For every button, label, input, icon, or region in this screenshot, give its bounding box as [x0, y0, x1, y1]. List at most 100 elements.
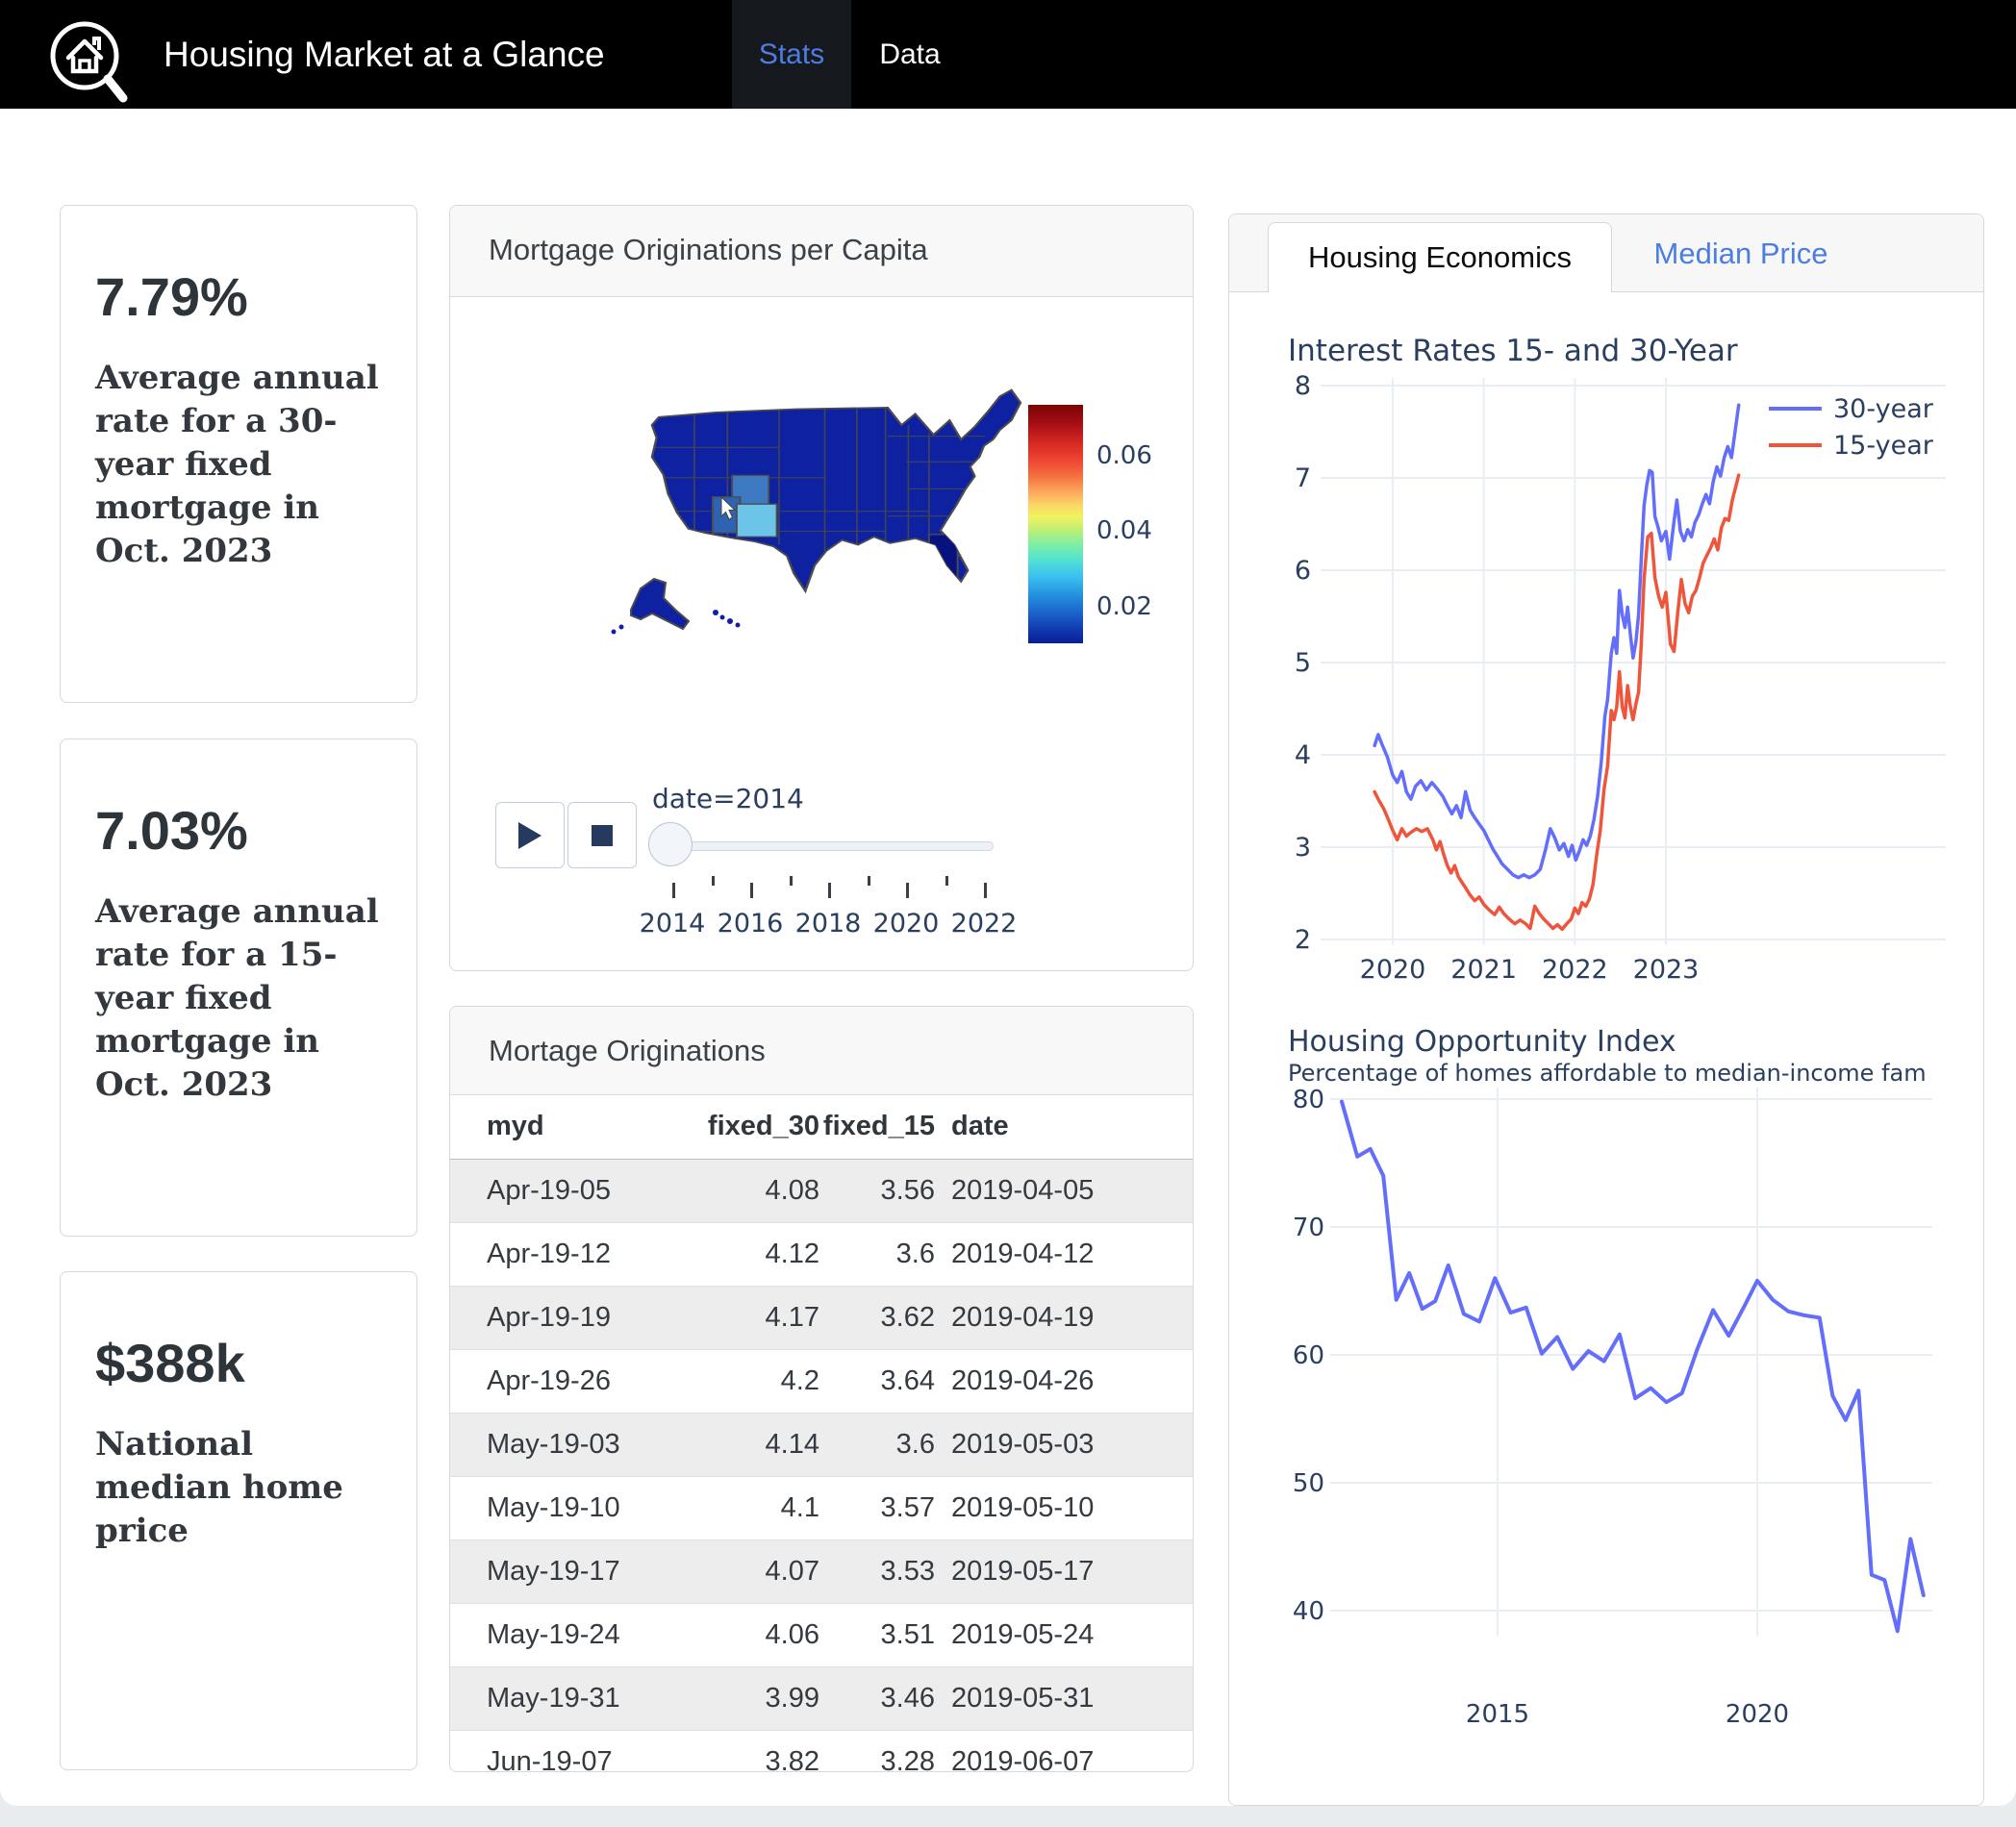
table-card-title: Mortage Originations	[489, 1034, 766, 1067]
svg-text:2: 2	[1295, 925, 1311, 955]
mortgage-originations-table: myd fixed_30 fixed_15 date Apr-19-05 4.08 3.5…	[450, 1095, 1193, 1772]
table-cell: 3.53	[880, 1555, 935, 1587]
svg-text:7: 7	[1295, 463, 1311, 493]
year-slider-handle[interactable]	[648, 822, 693, 866]
svg-text:50: 50	[1293, 1469, 1324, 1498]
map-card-header: Mortgage Originations per Capita	[450, 206, 1193, 297]
table-cell: 3.82	[765, 1745, 819, 1772]
svg-text:6: 6	[1295, 556, 1311, 586]
svg-text:15-year: 15-year	[1833, 431, 1934, 461]
svg-text:2020: 2020	[1360, 955, 1426, 985]
table-cell: 3.6	[895, 1428, 935, 1460]
column-header: fixed_30	[707, 1111, 819, 1142]
table-cell: Apr-19-19	[487, 1301, 611, 1333]
slider-tick-mark	[750, 883, 753, 898]
alaska[interactable]	[611, 577, 691, 635]
navbar: Housing Market at a Glance Stats Data	[0, 0, 2016, 109]
svg-text:2015: 2015	[1466, 1700, 1529, 1729]
table-cell: 2019-05-31	[951, 1682, 1095, 1714]
svg-text:4: 4	[1295, 740, 1311, 770]
svg-text:60: 60	[1293, 1341, 1324, 1370]
slider-tick-mark	[906, 883, 909, 898]
table-cell: 4.17	[765, 1301, 819, 1333]
table-cell: 4.14	[765, 1428, 819, 1460]
hawaii[interactable]	[713, 610, 741, 628]
table-cell: 3.51	[880, 1618, 935, 1650]
table-cell: 3.64	[880, 1364, 935, 1396]
colorbar	[1028, 405, 1083, 643]
table-card-header: Mortage Originations	[450, 1007, 1193, 1095]
nav-tab-data[interactable]: Data	[879, 38, 941, 70]
housing-opportunity-index-chart[interactable]: 40 50 60 70 80 2015 2020 Housing Opportunity In…	[1282, 1020, 1970, 1751]
svg-text:Housing Opportunity Index: Housing Opportunity Index	[1288, 1025, 1676, 1059]
table-row: May-19-17 4.07 3.53 2019-05-17	[450, 1539, 1193, 1603]
slider-value-label: date=2014	[652, 783, 804, 814]
table-row: Apr-19-05 4.08 3.56 2019-04-05	[450, 1159, 1193, 1222]
stat-value: 7.79%	[95, 266, 248, 327]
table-cell: 4.06	[765, 1618, 819, 1650]
us-states-base	[650, 388, 1022, 594]
table-cell: Apr-19-12	[487, 1238, 611, 1269]
slider-tick-mark	[945, 876, 948, 886]
nav-tab-stats[interactable]: Stats	[732, 0, 851, 109]
year-slider-track[interactable]	[665, 841, 994, 851]
state-colorado[interactable]	[735, 503, 778, 538]
play-button[interactable]	[495, 802, 565, 868]
table-cell: 2019-04-19	[951, 1301, 1095, 1333]
stat-value: $388k	[95, 1333, 245, 1393]
table-cell: 2019-05-17	[951, 1555, 1095, 1587]
svg-text:3: 3	[1295, 833, 1311, 863]
table-cell: 2019-05-24	[951, 1618, 1095, 1650]
table-cell: Jun-19-07	[487, 1745, 613, 1772]
table-cell: May-19-10	[487, 1491, 620, 1523]
table-cell: 4.07	[765, 1555, 819, 1587]
svg-text:2022: 2022	[1542, 955, 1608, 985]
slider-tick-mark	[789, 876, 793, 886]
slider-ticks: 2014 2016 2018 2020 2022	[640, 876, 1017, 948]
svg-text:40: 40	[1293, 1597, 1324, 1626]
us-choropleth-map[interactable]	[469, 307, 1027, 653]
map-card: Mortgage Originations per Capita	[449, 205, 1194, 971]
table-cell: May-19-24	[487, 1618, 620, 1650]
table-cell: May-19-31	[487, 1682, 620, 1714]
table-cell: 3.57	[880, 1491, 935, 1523]
table-row: May-19-31 3.99 3.46 2019-05-31	[450, 1666, 1193, 1730]
tab-median-price[interactable]: Median Price	[1653, 237, 1828, 270]
slider-tick-mark	[984, 883, 987, 898]
column-header: myd	[487, 1111, 544, 1142]
svg-text:Interest Rates 15- and 30-Year: Interest Rates 15- and 30-Year	[1288, 334, 1738, 368]
stat-description: National median home price	[95, 1425, 343, 1550]
slider-tick-label: 2020	[872, 909, 940, 939]
table-cell: Apr-19-26	[487, 1364, 611, 1396]
table-cell: 2019-04-05	[951, 1174, 1095, 1206]
table-cell: 2019-04-12	[951, 1238, 1095, 1269]
colorbar-tick: 0.02	[1096, 592, 1152, 621]
state-mississippi[interactable]	[927, 534, 959, 588]
stat-value: 7.03%	[95, 800, 248, 861]
tab-housing-economics[interactable]: Housing Economics	[1268, 222, 1612, 292]
svg-text:30-year: 30-year	[1833, 394, 1934, 424]
table-cell: 2019-05-03	[951, 1428, 1095, 1460]
table-cell: May-19-03	[487, 1428, 620, 1460]
table-cell: 3.46	[880, 1682, 935, 1714]
table-cell: 3.6	[895, 1238, 935, 1269]
stat-card-median-price: $388k National median home price	[60, 1271, 417, 1770]
table-row: Jun-19-07 3.82 3.28 2019-06-07	[450, 1730, 1193, 1772]
interest-rates-chart[interactable]: 2 3 4 5 6 7 8 2020 2021 2022 2023 Interest Rates 15…	[1282, 320, 1965, 1003]
table-cell: 3.99	[765, 1682, 819, 1714]
stop-button[interactable]	[567, 802, 637, 868]
stat-card-15yr-rate: 7.03% Average annual rate for a 15-year …	[60, 738, 417, 1237]
slider-tick-mark	[711, 876, 715, 886]
slider-tick-mark	[867, 876, 870, 886]
svg-text:5: 5	[1295, 648, 1311, 678]
table-cell: 4.1	[780, 1491, 819, 1523]
slider-tick-mark	[672, 883, 675, 898]
table-row: May-19-24 4.06 3.51 2019-05-24	[450, 1603, 1193, 1666]
table-cell: 4.08	[765, 1174, 819, 1206]
table-cell: Apr-19-05	[487, 1174, 611, 1206]
table-cell: 2019-05-10	[951, 1491, 1095, 1523]
svg-text:70: 70	[1293, 1214, 1324, 1242]
stat-card-30yr-rate: 7.79% Average annual rate for a 30-year …	[60, 205, 417, 703]
table-cell: 2019-04-26	[951, 1364, 1095, 1396]
